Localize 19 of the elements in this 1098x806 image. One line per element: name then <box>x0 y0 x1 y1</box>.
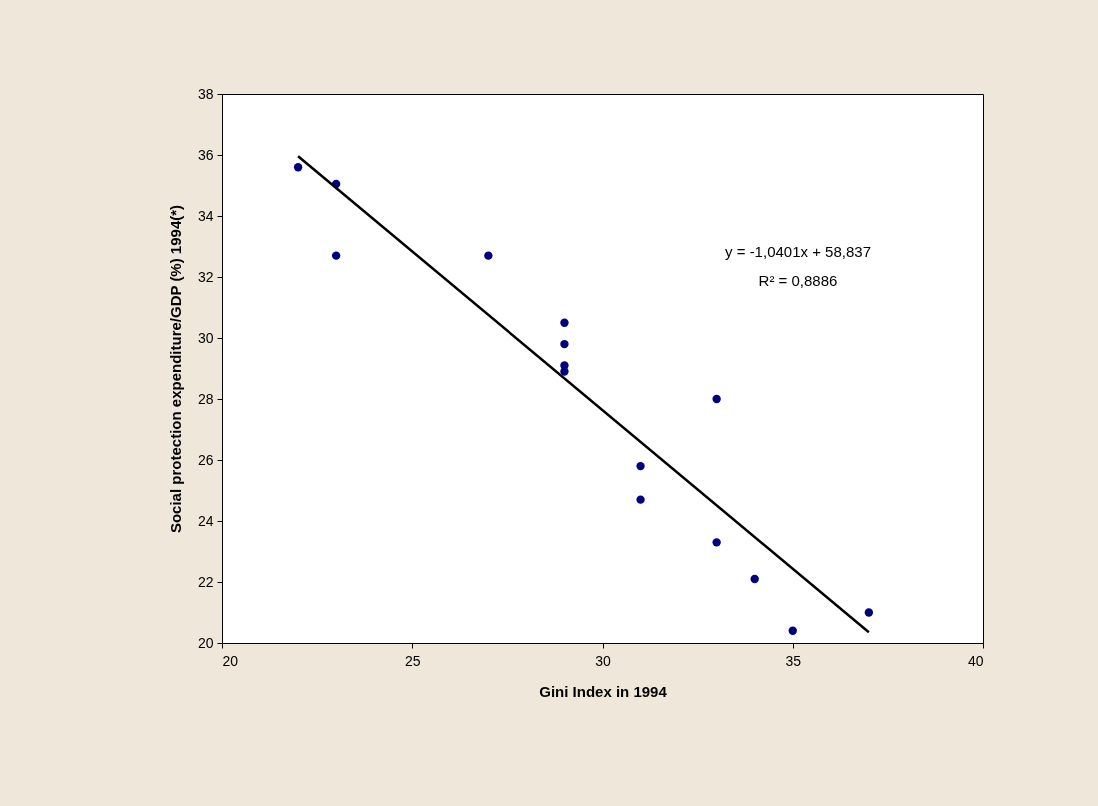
y-tick-label: 32 <box>197 268 214 285</box>
annotation: R² = 0,8886 <box>758 272 838 289</box>
y-tick-label: 36 <box>197 146 214 163</box>
y-tick-label: 20 <box>197 634 214 651</box>
x-tick-label: 25 <box>404 652 421 669</box>
y-tick-label: 34 <box>197 207 214 224</box>
y-tick-label: 22 <box>197 573 214 590</box>
y-tick-label: 28 <box>197 390 214 407</box>
y-tick-label: 26 <box>197 451 214 468</box>
x-tick-label: 20 <box>222 652 239 669</box>
y-tick-label: 30 <box>197 329 214 346</box>
x-axis-title: Gini Index in 1994 <box>539 682 668 700</box>
annotation: y = -1,0401x + 58,837 <box>725 243 871 260</box>
x-tick-label: 30 <box>595 652 611 669</box>
y-axis-title: Social protection expenditure/GDP (%) 1994(*) <box>166 204 184 534</box>
y-tick-label: 24 <box>197 512 214 529</box>
x-tick-label: 40 <box>967 652 984 669</box>
x-tick-label: 35 <box>785 652 802 669</box>
y-tick-label: 38 <box>197 85 214 102</box>
